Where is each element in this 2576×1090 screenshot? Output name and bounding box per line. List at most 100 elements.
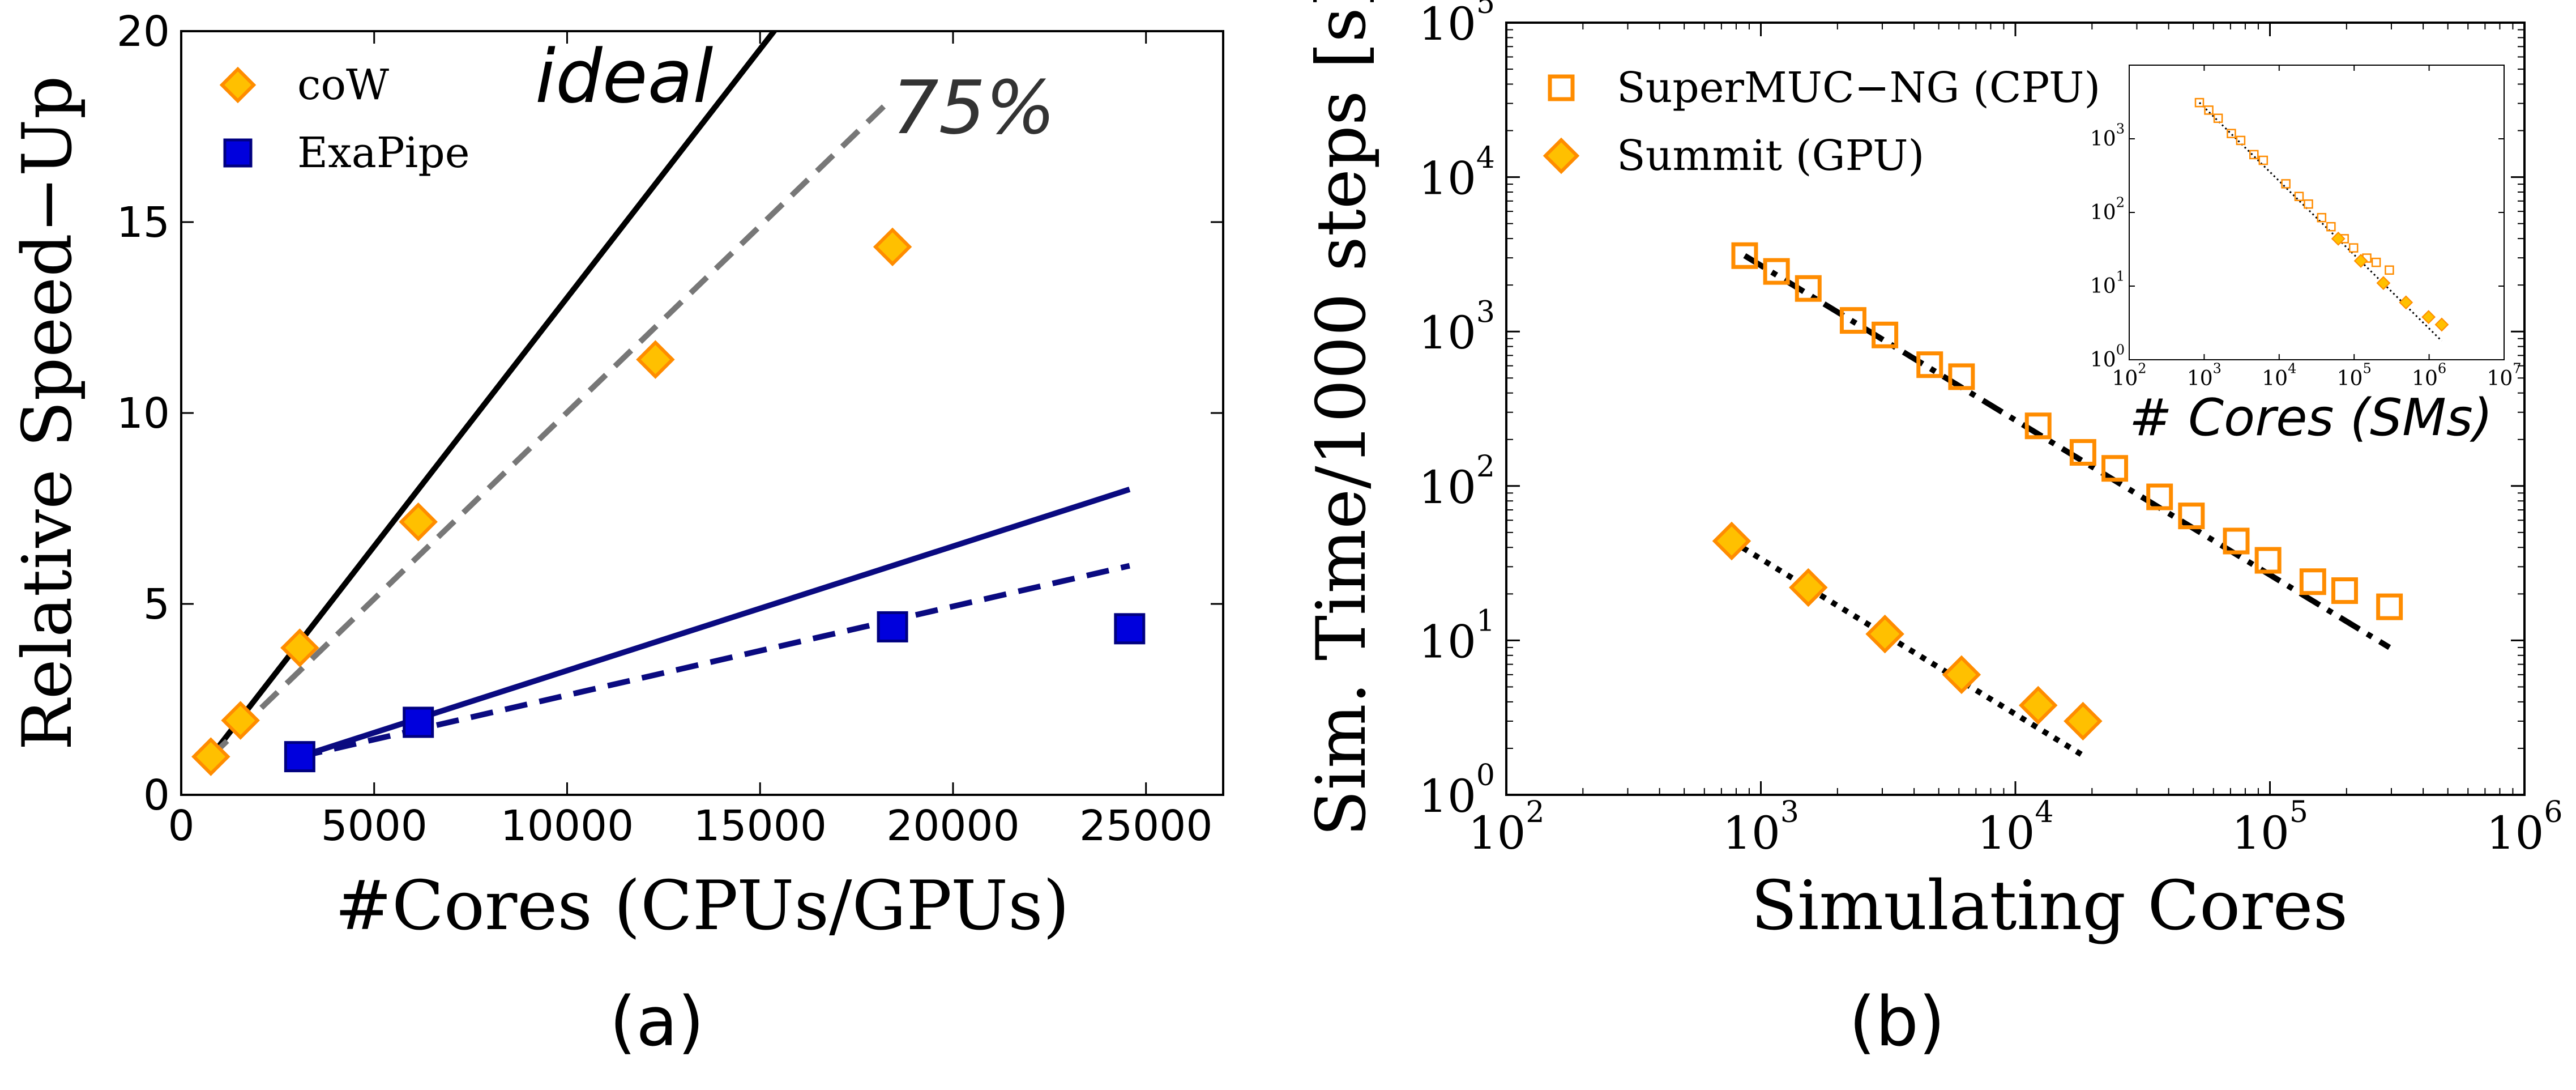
point-supermuc-ng-cpu-6 — [1948, 363, 1975, 390]
point-summit-gpu-1 — [1789, 568, 1828, 607]
inset-y-tick-label: 100 — [2090, 342, 2125, 372]
x-tick-label-a: 5000 — [321, 802, 428, 850]
inset-y-tick-label: 102 — [2090, 194, 2125, 224]
point-summit-gpu-3 — [1942, 655, 1981, 695]
point-supermuc-ng-cpu-0 — [1731, 242, 1758, 269]
point-cow-4 — [636, 340, 675, 379]
point-cow-2 — [280, 628, 319, 667]
inset-x-tick-label: 107 — [2487, 360, 2521, 390]
x-tick-label-a: 25000 — [1079, 802, 1212, 850]
inset-point-supermuc-ng-cpu-6 — [2258, 155, 2269, 165]
inset-point-supermuc-ng-cpu-15 — [2371, 257, 2381, 267]
x-tick-label-a: 15000 — [694, 802, 827, 850]
point-summit-gpu-2 — [1865, 614, 1904, 654]
x-axis-label-b: Simulating Cores — [1751, 867, 2348, 946]
y-tick-label-b: 100 — [1419, 759, 1495, 823]
line-exapipe-ideal — [298, 487, 1131, 760]
point-supermuc-ng-cpu-12 — [2223, 527, 2250, 555]
inset-background — [2129, 65, 2504, 360]
line-cpu-fit — [1743, 253, 2391, 650]
point-supermuc-ng-cpu-13 — [2254, 547, 2282, 574]
point-supermuc-ng-cpu-3 — [1839, 307, 1866, 334]
point-supermuc-ng-cpu-10 — [2146, 483, 2173, 510]
y-tick-label-b: 102 — [1419, 450, 1495, 514]
panel-a: 0 5000 10000 15000 20000 25000 0 5 10 15 20 #Cores … — [8, 7, 1224, 1062]
x-axis-label-a: #Cores (CPUs/GPUs) — [335, 867, 1069, 946]
legend-marker-summit — [1543, 137, 1580, 174]
y-tick-label-b: 103 — [1419, 295, 1495, 359]
x-tick-label-b: 102 — [1468, 795, 1545, 859]
legend-label-supermuc: SuperMUC−NG (CPU) — [1617, 63, 2100, 112]
legend-a: coW ExaPipe — [219, 61, 470, 177]
y-tick-label-a: 15 — [117, 198, 170, 247]
point-cow-3 — [399, 502, 438, 542]
line-exapipe-75 — [299, 563, 1130, 760]
inset-point-summit-gpu-sms-1 — [2353, 254, 2368, 268]
point-summit-gpu-0 — [1712, 521, 1751, 561]
inset-plot-area — [2194, 97, 2449, 342]
x-tick-label-b: 104 — [1977, 795, 2054, 859]
y-tick-label-b: 104 — [1419, 141, 1495, 205]
point-cow-5 — [873, 227, 912, 267]
point-summit-gpu-5 — [2064, 701, 2103, 741]
panel-b: 102 103 104 105 106 100 101 102 103 104 105 Simulat… — [1302, 0, 2562, 1062]
y-tick-label-a: 5 — [143, 580, 170, 629]
point-cow-1 — [221, 701, 260, 740]
inset-point-supermuc-ng-cpu-13 — [2348, 243, 2359, 253]
y-axis-label-b: Sim. Time/1000 steps [s] — [1302, 0, 1381, 837]
point-supermuc-ng-cpu-5 — [1916, 351, 1943, 378]
inset-point-supermuc-ng-cpu-4 — [2236, 135, 2246, 146]
legend-marker-exapipe — [223, 138, 253, 168]
x-tick-label-a: 0 — [168, 802, 194, 850]
inset-x-tick-label: 105 — [2337, 360, 2372, 390]
point-supermuc-ng-cpu-15 — [2331, 577, 2358, 604]
y-tick-label-a: 20 — [117, 7, 170, 56]
plot-area-b — [1712, 242, 2403, 758]
point-supermuc-ng-cpu-16 — [2376, 593, 2403, 620]
inset-point-supermuc-ng-cpu-2 — [2213, 113, 2223, 124]
inset-point-summit-gpu-sms-2 — [2376, 276, 2391, 291]
inset-point-summit-gpu-sms-0 — [2331, 231, 2346, 246]
point-supermuc-ng-cpu-8 — [2069, 439, 2096, 466]
inset-point-supermuc-ng-cpu-3 — [2227, 129, 2236, 138]
point-supermuc-ng-cpu-14 — [2299, 568, 2326, 595]
inset-x-tick-label: 104 — [2262, 360, 2296, 390]
inset-point-supermuc-ng-cpu-16 — [2385, 265, 2394, 275]
point-exapipe-0 — [284, 741, 315, 773]
legend-label-cow: coW — [297, 61, 389, 109]
point-supermuc-ng-cpu-2 — [1795, 275, 1822, 302]
point-exapipe-1 — [403, 706, 434, 738]
inset-point-supermuc-ng-cpu-1 — [2204, 105, 2214, 115]
inset-x-tick-label: 103 — [2187, 360, 2222, 390]
inset-point-supermuc-ng-cpu-7 — [2281, 179, 2291, 189]
annotation-75-percent: 75% — [892, 65, 1056, 151]
point-exapipe-2 — [877, 611, 908, 642]
inset-point-supermuc-ng-cpu-10 — [2317, 212, 2327, 223]
y-tick-label-b: 105 — [1419, 0, 1495, 50]
inset-y-tick-label: 103 — [2090, 121, 2125, 151]
point-summit-gpu-4 — [2018, 685, 2058, 725]
point-cow-0 — [191, 737, 230, 776]
inset-point-summit-gpu-sms-4 — [2421, 310, 2436, 325]
line-cow-75 — [208, 96, 895, 759]
inset-point-supermuc-ng-cpu-9 — [2304, 199, 2313, 209]
annotation-ideal: ideal — [535, 33, 713, 120]
y-tick-label-a: 0 — [143, 771, 170, 820]
line-gpu-fit — [1730, 538, 2084, 758]
inset-point-summit-gpu-sms-3 — [2399, 295, 2413, 310]
legend-label-exapipe: ExaPipe — [297, 129, 470, 177]
inset-x-axis-label: # Cores (SMs) — [2129, 388, 2493, 448]
legend-marker-cow — [219, 66, 257, 104]
inset-point-supermuc-ng-cpu-0 — [2194, 97, 2205, 108]
plot-area-a — [191, 31, 1146, 776]
inset-point-supermuc-ng-cpu-5 — [2249, 150, 2259, 160]
inset-y-tick-label: 101 — [2090, 268, 2125, 298]
x-tick-label-b: 105 — [2232, 795, 2308, 859]
x-tick-label-b: 103 — [1723, 795, 1799, 859]
inset-x-tick-label: 106 — [2412, 360, 2446, 390]
point-supermuc-ng-cpu-11 — [2178, 503, 2205, 530]
x-tick-label-b: 106 — [2487, 795, 2563, 859]
y-tick-label-a: 10 — [117, 389, 170, 438]
